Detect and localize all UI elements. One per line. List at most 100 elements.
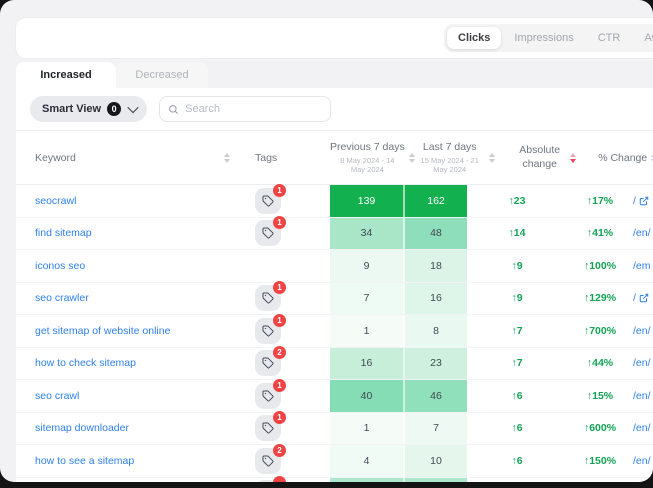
sort-last[interactable] [488,152,495,163]
keyword-link[interactable]: seocrawl [35,194,77,207]
table-row: seocrawl 1 139 162 ↑23 ↑17% / [16,183,653,218]
table-header: Keyword Tags Previous 7 days 8 May 2024 … [16,130,653,185]
url-link[interactable]: /en/ [633,390,651,402]
table-row [16,476,653,482]
absolute-change-value: ↑7 [511,357,523,370]
tag-chip[interactable]: 2 [255,346,286,377]
metric-tab-avg-position[interactable]: Avg Position [644,32,653,44]
url-link[interactable]: /en/ [633,227,651,239]
absolute-change-value: ↑6 [511,389,523,402]
search-input[interactable] [185,103,323,115]
last-value-cell: 48 [405,217,467,249]
absolute-change-value: ↑9 [511,259,523,272]
column-header-last: Last 7 days [422,140,477,153]
tag-icon [262,325,274,337]
external-link-icon [639,196,649,206]
keyword-link[interactable]: seo crawl [35,389,80,402]
keyword-link[interactable]: how to see a sitemap [35,454,135,467]
url-link[interactable]: /en/ [633,357,651,369]
smart-view-count-badge: 0 [107,102,122,116]
tag-chip[interactable]: 1 [255,411,286,442]
keyword-link[interactable]: how to check sitemap [35,357,136,370]
tag-chip[interactable] [255,476,286,482]
last-value-cell: 16 [405,282,467,314]
keyword-link[interactable]: sitemap downloader [35,422,129,435]
sort-keyword[interactable] [224,152,230,163]
tag-icon [262,422,274,434]
search-icon [168,104,179,115]
last-value-cell: 8 [405,315,467,347]
tag-count-badge: 2 [273,443,286,457]
tag-chip[interactable]: 2 [255,443,286,474]
url-text: /en/ [633,389,651,402]
tag-icon [262,292,274,304]
metric-tab-ctr[interactable]: CTR [597,32,621,44]
url-text: /en/ [633,324,651,337]
url-text: /en/ [633,454,651,467]
smart-view-dropdown[interactable]: Smart View 0 [30,96,148,122]
tag-count-badge [273,476,286,482]
previous-value-cell: 16 [330,347,405,379]
last-value-cell: 18 [405,250,467,282]
absolute-change-value: ↑6 [511,454,523,467]
url-text: / [633,292,636,305]
absolute-change-value: ↑14 [508,227,526,240]
last-date-range: 15 May 2024 - 21 May 2024 [420,155,479,175]
column-header-keyword: Keyword [35,151,76,164]
table-row: seo crawler 1 7 16 ↑9 ↑129% / [16,281,653,315]
table-row: iconos seo 9 18 ↑9 ↑100% /em [16,250,653,283]
tag-count-badge: 1 [273,183,286,197]
sort-absolute-change[interactable] [569,152,576,163]
tag-chip[interactable]: 1 [255,281,286,312]
url-link[interactable]: /en/ [633,455,651,467]
content-card: Smart View 0 Keyword Tags Previo [16,88,653,482]
table-row: how to see a sitemap 2 4 10 ↑6 ↑150% /en… [16,443,653,478]
last-value-cell [405,477,467,482]
tab-decreased[interactable]: Decreased [116,62,208,88]
tag-chip[interactable]: 1 [255,183,286,214]
sort-pct-change[interactable] [651,152,653,163]
tag-icon [262,390,274,402]
tag-count-badge: 1 [273,313,286,327]
tag-chip[interactable]: 1 [255,313,286,344]
tag-icon [262,357,274,369]
last-value-cell: 162 [405,185,467,217]
last-value-cell: 10 [405,445,467,477]
keyword-link[interactable]: get sitemap of website online [35,324,171,337]
smart-view-label: Smart View [42,103,102,115]
absolute-change-value: ↑6 [511,422,523,435]
metric-tab-clicks[interactable]: Clicks [447,27,502,49]
url-text: /en/ [633,422,651,435]
url-link[interactable]: /en/ [633,422,651,434]
tag-chip[interactable]: 1 [255,378,286,409]
url-link[interactable]: /em [633,260,651,272]
external-link-icon [639,293,649,303]
previous-value-cell [330,477,405,482]
last-value-cell: 7 [405,412,467,444]
previous-value-cell: 34 [330,217,405,249]
search-box [159,96,332,122]
pct-change-value: ↑41% [586,227,614,240]
table-row: sitemap downloader 1 1 7 ↑6 ↑600% /en/ [16,411,653,445]
pct-change-value: ↑150% [583,454,617,467]
column-header-previous: Previous 7 days [330,140,405,153]
url-text: /em [633,259,651,272]
tag-chip[interactable]: 1 [255,216,286,247]
keyword-link[interactable]: iconos seo [35,259,86,272]
pct-change-value: ↑100% [583,259,617,272]
keyword-link[interactable]: seo crawler [35,292,89,305]
keyword-link[interactable]: find sitemap [35,227,92,240]
url-text: /en/ [633,227,651,240]
table-row: get sitemap of website online 1 1 8 ↑7 ↑… [16,313,653,348]
column-header-absolute-change: Absolute change [519,143,561,170]
toolbar: Smart View 0 [16,88,653,130]
tab-increased[interactable]: Increased [16,62,116,88]
metric-tab-impressions[interactable]: Impressions [514,32,574,44]
pct-change-value: ↑17% [586,194,614,207]
sort-previous[interactable] [408,152,415,163]
url-link[interactable]: / [633,195,649,207]
url-link[interactable]: /en/ [633,325,651,337]
url-link[interactable]: / [633,292,649,304]
previous-value-cell: 139 [330,185,405,217]
